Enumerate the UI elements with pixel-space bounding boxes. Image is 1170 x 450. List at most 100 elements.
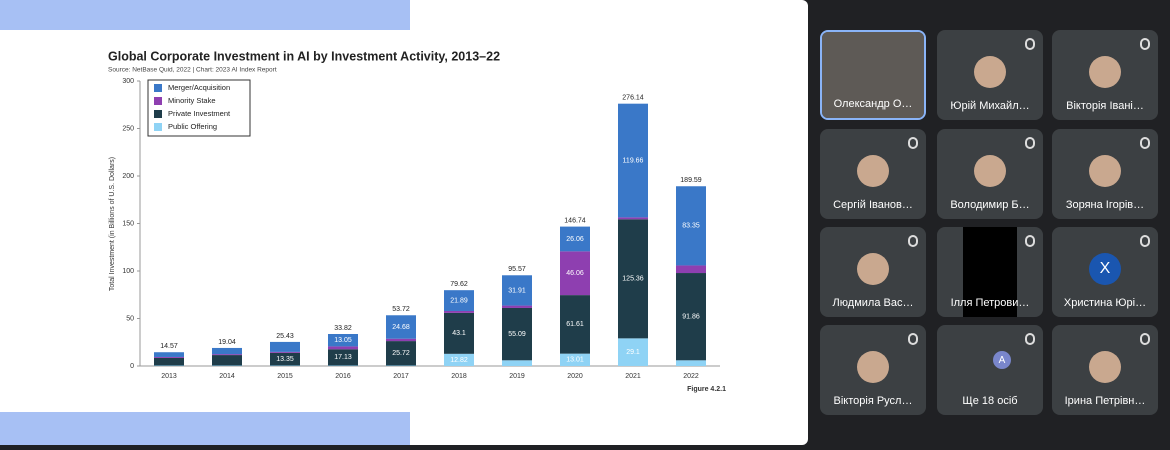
participant-tile: X Христина Юрі…	[1052, 227, 1158, 317]
mic-off-icon	[1025, 333, 1035, 345]
legend-label: Private Investment	[168, 109, 231, 118]
segment-label: 125.36	[622, 276, 644, 283]
bar-segment	[676, 186, 706, 266]
participant-name: Вікторія Івані…	[1066, 100, 1144, 112]
bar-segment	[444, 310, 474, 313]
avatar	[1089, 351, 1121, 383]
bar-segment	[618, 219, 648, 339]
bar-segment	[560, 226, 590, 252]
participant-name: Ірина Петрівн…	[1064, 395, 1146, 407]
bar-segment	[502, 307, 532, 361]
y-axis-label: Total Investment (in Billions of U.S. Do…	[109, 157, 116, 291]
bar-segment	[270, 341, 300, 352]
participant-name: Христина Юрі…	[1063, 297, 1147, 309]
bar-segment	[676, 265, 706, 274]
participant-tile: Людмила Вас…	[820, 227, 926, 317]
mic-off-icon	[908, 333, 918, 345]
participant-tile: Ілля Петрови…	[937, 227, 1043, 317]
participant-tile: Вікторія Івані…	[1052, 30, 1158, 120]
bar-segment	[444, 353, 474, 366]
bar-segment	[270, 351, 300, 353]
mic-off-icon	[1140, 137, 1150, 149]
bar-segment	[154, 357, 184, 366]
y-tick-label: 250	[122, 125, 134, 132]
bar-segment	[502, 275, 532, 306]
avatar	[857, 253, 889, 285]
participant-name: Ілля Петрови…	[950, 297, 1030, 309]
segment-label: 29.1	[626, 349, 640, 356]
x-tick-label: 2020	[567, 373, 583, 380]
deco	[0, 0, 410, 30]
bar-segment	[154, 356, 184, 358]
bar-segment	[212, 355, 242, 366]
x-tick-label: 2019	[509, 373, 525, 380]
slide: Global Corporate Investment in AI by Inv…	[0, 0, 808, 445]
total-label: 53.72	[392, 306, 410, 313]
segment-label: 17.13	[334, 354, 352, 361]
bar-segment	[502, 305, 532, 308]
bar-segment	[328, 349, 358, 366]
y-tick-label: 200	[122, 173, 134, 180]
total-label: 79.62	[450, 281, 468, 288]
y-tick-label: 0	[130, 363, 134, 370]
avatar	[857, 351, 889, 383]
bar-segment	[212, 354, 242, 356]
total-label: 25.43	[276, 333, 294, 340]
participant-tile: Ірина Петрівн…	[1052, 325, 1158, 415]
mic-off-icon	[1140, 333, 1150, 345]
segment-label: 119.66	[623, 157, 644, 164]
segment-label: 13.35	[276, 356, 294, 363]
bar-segment	[676, 273, 706, 361]
bar-segment	[618, 338, 648, 366]
segment-label: 91.86	[682, 314, 700, 321]
y-tick-label: 300	[122, 78, 134, 85]
participant-name: Людмила Вас…	[832, 297, 914, 309]
bar-segment	[154, 352, 184, 357]
deco	[0, 412, 410, 445]
bar-segment	[386, 338, 416, 342]
legend-swatch	[154, 110, 162, 118]
mic-off-icon	[908, 137, 918, 149]
video	[822, 32, 924, 118]
avatar	[1089, 155, 1121, 187]
x-tick-label: 2022	[683, 373, 699, 380]
segment-label: 31.91	[508, 287, 526, 294]
bar-segment	[618, 217, 648, 220]
segment-label: 46.06	[566, 270, 584, 277]
mic-off-icon	[1140, 38, 1150, 50]
mic-off-icon	[1025, 137, 1035, 149]
x-tick-label: 2015	[277, 373, 293, 380]
x-tick-label: 2018	[451, 373, 467, 380]
y-tick-label: 50	[126, 315, 134, 322]
bar-segment	[560, 295, 590, 354]
legend-label: Merger/Acquisition	[168, 83, 230, 92]
segment-label: 83.35	[682, 223, 700, 230]
segment-label: 61.61	[566, 321, 584, 328]
x-tick-label: 2014	[219, 373, 235, 380]
bar-segment	[444, 290, 474, 311]
segment-label: 25.72	[392, 350, 410, 357]
avatar	[974, 56, 1006, 88]
participant-name: Олександр О…	[833, 98, 913, 110]
segment-label: 24.68	[392, 324, 410, 331]
mic-off-icon	[1025, 235, 1035, 247]
bar-segment	[676, 360, 706, 366]
total-label: 95.57	[508, 266, 526, 273]
legend-swatch	[154, 123, 162, 131]
participant-tile: Юрій Михайл…	[937, 30, 1043, 120]
y-tick-label: 150	[122, 220, 134, 227]
bar-segment	[444, 312, 474, 354]
segment-label: 43.1	[452, 330, 466, 337]
total-label: 189.59	[680, 177, 702, 184]
legend-box	[147, 79, 251, 137]
segment-label: 55.09	[508, 331, 526, 338]
total-label: 14.57	[160, 343, 178, 350]
participant-name: Зоряна Ігорів…	[1065, 199, 1145, 211]
segment-label: 13.05	[334, 337, 352, 344]
total-label: 276.14	[622, 95, 644, 102]
bar-segment	[386, 341, 416, 366]
participant-tile: Сергій Іванов…	[820, 129, 926, 219]
participant-name: Юрій Михайл…	[950, 100, 1030, 112]
x-tick-label: 2021	[625, 373, 641, 380]
